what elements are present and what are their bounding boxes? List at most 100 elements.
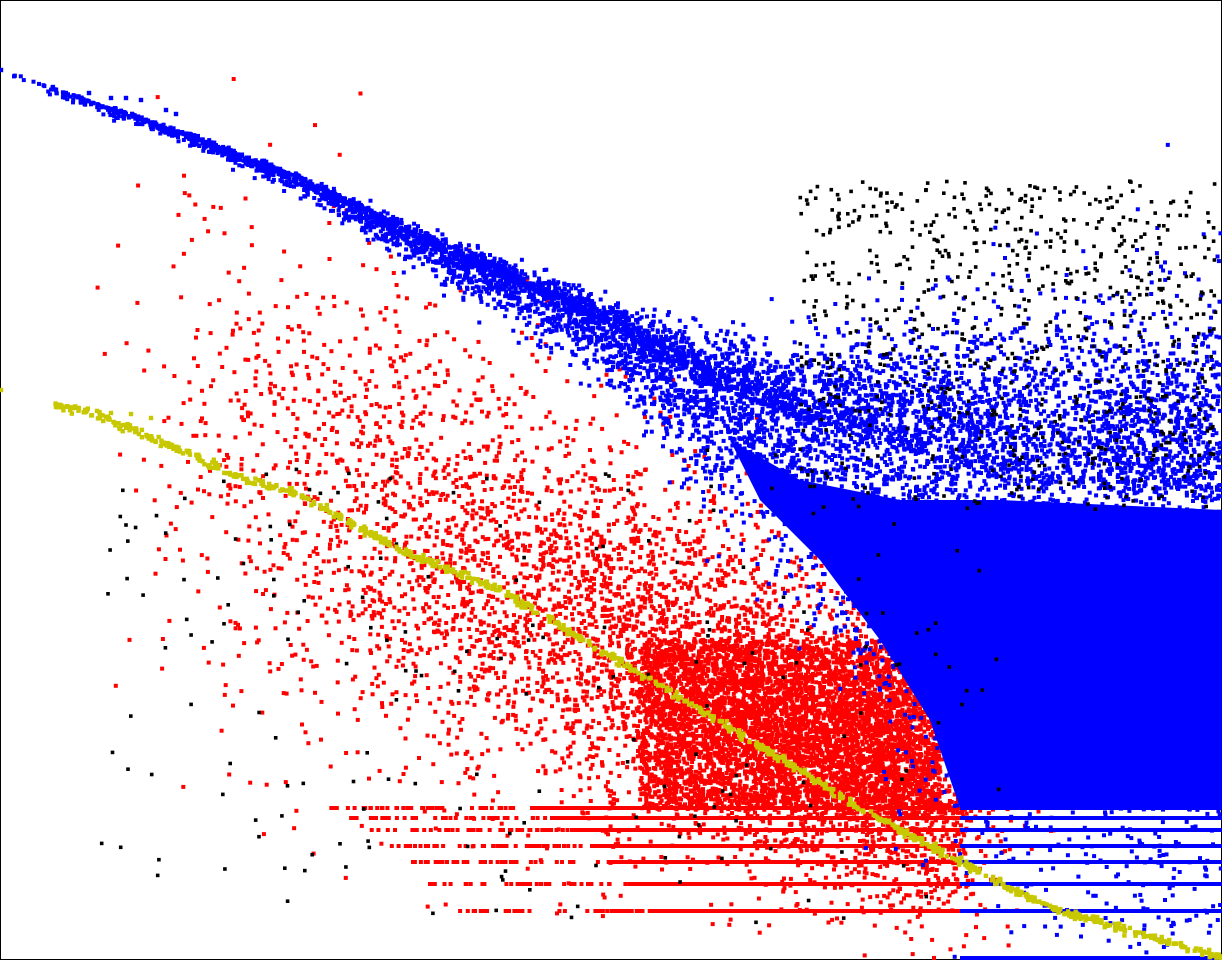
red-data-point: [784, 837, 789, 842]
red-data-point: [702, 723, 707, 728]
red-data-point: [698, 552, 703, 557]
red-data-point: [539, 726, 544, 731]
red-data-point: [291, 412, 296, 416]
red-data-point: [555, 641, 559, 646]
red-data-point: [472, 554, 477, 559]
red-data-point: [445, 493, 450, 498]
red-data-point: [469, 420, 474, 425]
red-data-point: [575, 586, 580, 591]
red-data-point: [709, 651, 714, 656]
red-data-point: [622, 614, 627, 619]
red-data-point: [535, 445, 539, 450]
red-data-point: [583, 625, 588, 630]
red-data-point: [412, 679, 417, 684]
red-data-point: [861, 838, 866, 843]
red-data-point: [544, 674, 548, 678]
red-data-point: [840, 698, 845, 702]
red-data-point: [118, 452, 123, 457]
red-data-point: [533, 653, 538, 658]
red-data-point: [678, 831, 683, 836]
red-data-point: [752, 568, 756, 573]
red-data-point: [622, 604, 627, 609]
red-data-point: [878, 702, 883, 707]
red-data-point: [602, 488, 607, 493]
red-data-point: [611, 631, 616, 636]
red-data-point: [239, 689, 244, 694]
red-data-point: [913, 762, 918, 767]
red-data-point: [672, 516, 677, 521]
red-data-point: [529, 633, 534, 638]
red-data-point: [556, 679, 561, 684]
red-data-point: [611, 616, 616, 621]
red-data-point: [955, 820, 960, 825]
red-data-point: [832, 730, 837, 735]
red-data-point: [467, 544, 472, 549]
red-data-point: [480, 551, 485, 556]
red-data-point: [496, 790, 501, 795]
red-data-point: [781, 888, 786, 893]
red-data-point: [759, 553, 763, 557]
red-data-point: [651, 576, 656, 581]
red-data-point: [486, 555, 490, 560]
red-data-point: [567, 651, 572, 656]
red-data-point: [907, 919, 912, 924]
red-data-point: [258, 491, 263, 496]
red-data-point: [502, 670, 507, 675]
red-data-point: [616, 557, 621, 562]
red-data-point: [617, 605, 622, 610]
red-data-point: [831, 824, 836, 829]
red-data-point: [432, 383, 437, 388]
red-data-point: [426, 617, 431, 622]
red-data-point: [458, 476, 463, 481]
red-data-point: [588, 578, 592, 583]
red-data-point: [786, 686, 791, 691]
red-data-point: [741, 626, 746, 630]
red-data-point: [502, 652, 507, 657]
red-data-point: [635, 754, 640, 759]
red-data-point: [505, 545, 509, 550]
red-data-point: [510, 440, 515, 445]
red-data-point: [773, 598, 778, 603]
red-data-point: [519, 474, 524, 479]
red-data-point: [522, 507, 527, 512]
red-data-point: [774, 634, 779, 639]
red-data-point: [465, 585, 470, 590]
red-data-point: [624, 566, 629, 571]
red-data-point: [740, 663, 745, 668]
red-data-point: [446, 742, 451, 747]
red-data-point: [779, 840, 784, 845]
red-data-point: [496, 396, 501, 401]
red-data-point: [410, 425, 414, 430]
red-data-point: [835, 916, 839, 921]
red-data-point: [333, 379, 337, 384]
red-data-point: [424, 343, 429, 348]
red-data-point: [416, 626, 420, 631]
red-data-point: [608, 589, 613, 594]
red-data-point: [345, 484, 350, 489]
red-data-point: [276, 336, 280, 341]
red-data-point: [551, 648, 556, 653]
red-data-point: [526, 833, 531, 838]
red-data-point: [331, 570, 336, 575]
red-data-point: [978, 808, 983, 813]
red-data-point: [580, 695, 585, 700]
red-data-point: [913, 785, 918, 789]
red-data-point: [547, 687, 552, 692]
red-data-point: [474, 397, 479, 402]
red-data-point: [601, 892, 606, 897]
red-data-point: [745, 632, 750, 637]
red-data-point: [182, 191, 187, 196]
red-data-point: [164, 533, 169, 538]
red-data-point: [573, 650, 578, 654]
red-data-point: [356, 507, 361, 512]
red-data-point: [249, 499, 253, 504]
red-data-point: [879, 836, 884, 841]
red-data-point: [962, 833, 967, 838]
red-data-point: [206, 660, 211, 665]
red-data-point: [920, 737, 925, 742]
red-data-point: [276, 666, 281, 671]
red-data-point: [316, 580, 321, 585]
red-data-point: [439, 585, 444, 590]
red-data-point: [765, 706, 769, 711]
red-data-point: [563, 454, 568, 458]
